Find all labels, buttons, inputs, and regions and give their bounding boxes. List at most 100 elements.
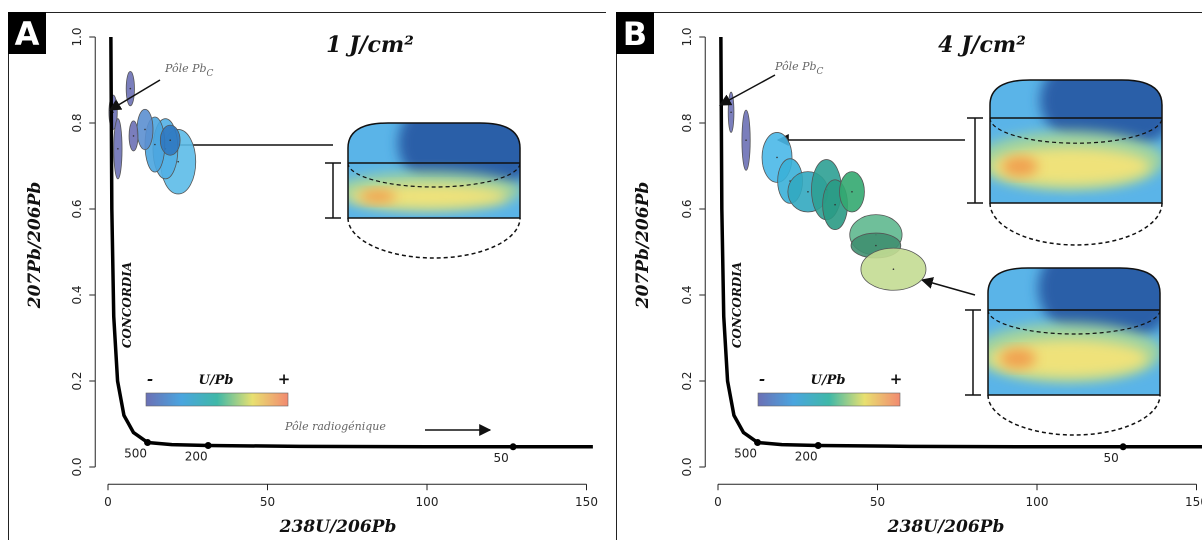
age-label: 500 bbox=[124, 446, 147, 460]
age-label: 500 bbox=[734, 446, 757, 460]
ellipse-center bbox=[851, 191, 853, 193]
inset-section bbox=[163, 122, 521, 259]
depth-bracket bbox=[965, 309, 981, 396]
chart-title: 1 J/cm² bbox=[326, 32, 414, 58]
age-marker bbox=[204, 442, 212, 449]
panel: B 0.0 0.2 0.4 0.6 0.8 1.0 0 50 100 150 238U/206Pb 20… bbox=[616, 12, 1202, 540]
pole-arrow bbox=[108, 79, 161, 111]
age-marker bbox=[754, 438, 762, 446]
pole-label-text: Pôle Pb bbox=[164, 62, 207, 75]
y-tick-label: 0.4 bbox=[70, 285, 84, 304]
y-axis-label: 207Pb/206Pb bbox=[25, 182, 45, 310]
x-tick-label: 100 bbox=[416, 495, 439, 509]
heat-dark bbox=[398, 123, 520, 198]
x-tick-label: 0 bbox=[104, 495, 112, 509]
ellipse-center bbox=[776, 156, 778, 159]
panel-frame bbox=[8, 12, 606, 540]
heat-yellow bbox=[348, 184, 508, 209]
age-marker bbox=[814, 442, 822, 449]
ellipse-center bbox=[144, 128, 146, 131]
inset-dashed bbox=[989, 202, 1163, 246]
y-tick-label: 0.2 bbox=[70, 371, 84, 390]
y-axis-label: 207Pb/206Pb bbox=[633, 182, 653, 310]
colorbar bbox=[757, 392, 901, 407]
inset-dashed-top bbox=[989, 117, 1163, 144]
depth-bracket bbox=[325, 162, 341, 219]
panel-letter-box bbox=[8, 12, 46, 54]
ellipse-center bbox=[892, 268, 895, 271]
age-label: 50 bbox=[1103, 451, 1118, 465]
ellipse-center bbox=[154, 143, 156, 146]
heat-yellow bbox=[990, 147, 1150, 186]
age-label: 200 bbox=[795, 450, 818, 464]
heat-orange bbox=[360, 189, 396, 204]
heat-orange bbox=[1000, 348, 1036, 369]
x-axis-label: 238U/206Pb bbox=[279, 517, 397, 537]
inset-heatmap bbox=[988, 268, 1160, 395]
inset-section bbox=[920, 267, 1161, 436]
age-marker bbox=[144, 438, 152, 446]
inset-dashed bbox=[347, 217, 521, 259]
pole-label-text: Pôle Pb bbox=[774, 60, 817, 73]
colorbar-high: + bbox=[890, 370, 903, 388]
radiogenic-label: Pôle radiogénique bbox=[284, 420, 386, 433]
depth-bracket bbox=[967, 117, 983, 204]
ellipse-center bbox=[169, 139, 172, 141]
y-tick-label: 0.6 bbox=[70, 199, 84, 218]
inset-heatmap bbox=[990, 80, 1162, 203]
y-tick-label: 1.0 bbox=[70, 27, 84, 46]
panel: A 0.0 0.2 0.4 0.6 0.8 1.0 0 50 100 150 238U/206Pb 20… bbox=[8, 12, 606, 540]
y-tick-label: 0.4 bbox=[680, 285, 694, 304]
panel-letter-box bbox=[616, 12, 654, 54]
age-label: 50 bbox=[493, 451, 508, 465]
ellipse-center bbox=[807, 191, 809, 193]
x-tick-label: 50 bbox=[260, 495, 275, 509]
inset-arrow bbox=[920, 277, 976, 296]
colorbar-label: U/Pb bbox=[199, 373, 234, 388]
inset-dashed-top bbox=[347, 162, 521, 188]
y-tick-label: 0.0 bbox=[680, 457, 694, 476]
pole-label-sub: C bbox=[817, 67, 824, 77]
age-marker bbox=[509, 443, 517, 451]
colorbar-high: + bbox=[278, 370, 291, 388]
chart-title: 4 J/cm² bbox=[938, 32, 1026, 58]
ellipse-center bbox=[875, 244, 877, 247]
colorbar-low: - bbox=[147, 370, 153, 388]
pole-arrow bbox=[718, 74, 776, 106]
x-tick-label: 150 bbox=[575, 495, 598, 509]
pole-label: Pôle PbC bbox=[164, 62, 214, 79]
pole-label: Pôle PbC bbox=[774, 60, 824, 77]
inset-heatmap bbox=[348, 123, 520, 218]
x-tick-label: 0 bbox=[714, 495, 722, 509]
heat-dark bbox=[1038, 268, 1160, 345]
age-marker bbox=[1119, 443, 1127, 451]
x-tick-label: 100 bbox=[1026, 495, 1049, 509]
x-tick-label: 150 bbox=[1185, 495, 1202, 509]
y-tick-label: 0.0 bbox=[70, 457, 84, 476]
concordia-label: CONCORDIA bbox=[730, 262, 744, 348]
y-tick-label: 0.2 bbox=[680, 371, 694, 390]
ellipse-center bbox=[132, 135, 135, 137]
age-label: 200 bbox=[185, 450, 208, 464]
x-tick-label: 50 bbox=[870, 495, 885, 509]
pole-label-sub: C bbox=[207, 69, 214, 79]
inset-dashed bbox=[987, 394, 1161, 436]
panel-letter: A bbox=[15, 15, 40, 53]
x-axis-label: 238U/206Pb bbox=[887, 517, 1005, 537]
colorbar-label: U/Pb bbox=[811, 373, 846, 388]
ellipse-center bbox=[177, 160, 179, 163]
y-tick-label: 1.0 bbox=[680, 27, 694, 46]
inset-outline bbox=[347, 122, 521, 219]
ellipse-center bbox=[730, 111, 732, 114]
ellipse-center bbox=[834, 203, 836, 206]
y-tick-label: 0.8 bbox=[70, 113, 84, 132]
ellipse-center bbox=[129, 87, 132, 90]
colorbar-low: - bbox=[759, 370, 765, 388]
concordia-label: CONCORDIA bbox=[120, 262, 134, 348]
heat-dark bbox=[1040, 80, 1162, 153]
y-tick-label: 0.6 bbox=[680, 199, 694, 218]
inset-outline bbox=[989, 79, 1163, 204]
heat-orange bbox=[1002, 156, 1038, 177]
